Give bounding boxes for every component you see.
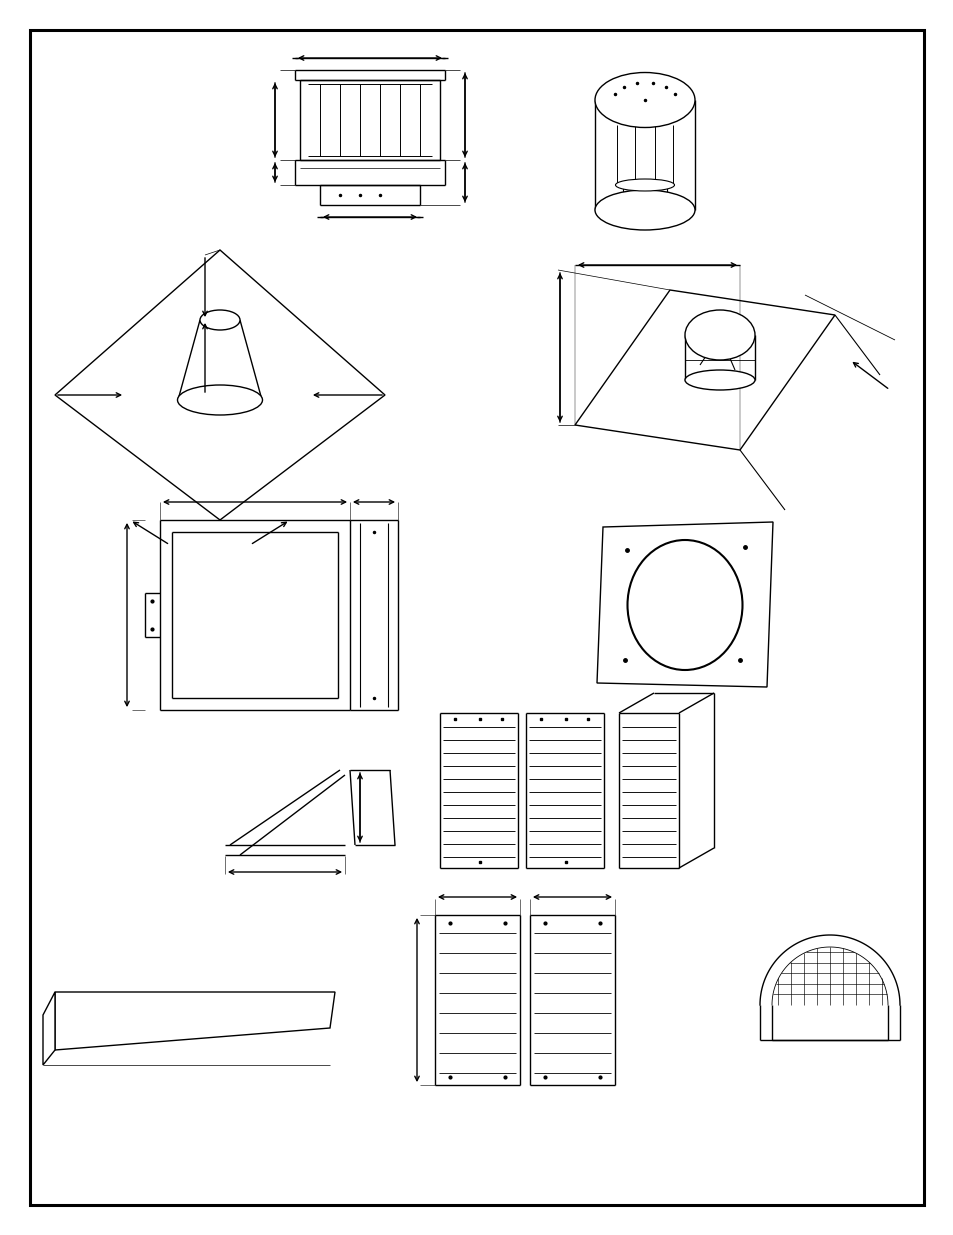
- Ellipse shape: [200, 310, 240, 330]
- Ellipse shape: [615, 179, 674, 191]
- Polygon shape: [597, 522, 772, 687]
- Ellipse shape: [595, 190, 695, 230]
- Ellipse shape: [177, 385, 262, 415]
- Polygon shape: [55, 992, 335, 1050]
- Polygon shape: [43, 992, 55, 1065]
- Ellipse shape: [684, 370, 754, 390]
- Ellipse shape: [595, 73, 695, 127]
- Ellipse shape: [627, 540, 741, 671]
- Ellipse shape: [684, 310, 754, 359]
- Polygon shape: [575, 290, 834, 450]
- Polygon shape: [55, 249, 385, 520]
